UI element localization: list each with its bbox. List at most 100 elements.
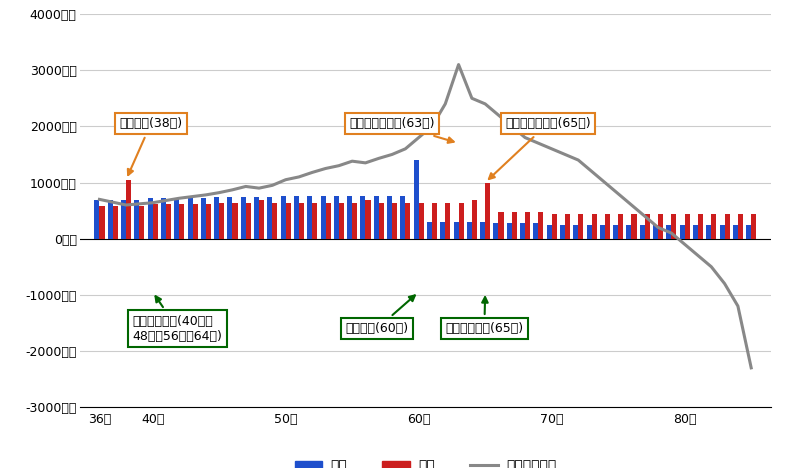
Bar [698, 214, 703, 239]
Bar [619, 214, 623, 239]
Bar [498, 212, 503, 239]
Bar [733, 225, 738, 239]
Bar [246, 203, 250, 239]
Bar [241, 197, 246, 239]
Bar [219, 203, 224, 239]
Bar [126, 180, 131, 239]
Bar [161, 198, 166, 239]
Bar [281, 196, 285, 239]
Bar [747, 225, 751, 239]
Bar [485, 183, 491, 239]
Bar [552, 214, 556, 239]
Bar [387, 196, 392, 239]
Bar [445, 203, 450, 239]
Bar [506, 223, 512, 239]
Bar [299, 203, 304, 239]
Bar [467, 222, 472, 239]
Bar [192, 204, 198, 239]
Bar [472, 200, 477, 239]
Bar [334, 196, 339, 239]
Bar [419, 203, 424, 239]
Bar [121, 200, 126, 239]
Bar [174, 198, 179, 239]
Bar [188, 198, 192, 239]
Bar [578, 214, 584, 239]
Bar [339, 203, 344, 239]
Bar [227, 197, 232, 239]
Bar [134, 200, 139, 239]
Bar [179, 204, 184, 239]
Bar [148, 198, 153, 239]
Bar [440, 222, 445, 239]
Bar [693, 225, 698, 239]
Bar [374, 196, 378, 239]
Bar [459, 203, 463, 239]
Bar [525, 212, 530, 239]
Bar [285, 203, 291, 239]
Bar [366, 200, 370, 239]
Bar [600, 225, 605, 239]
Text: 住宅ローン完済(63歳): 住宅ローン完済(63歳) [350, 117, 454, 143]
Bar [613, 225, 619, 239]
Legend: 収入, 支出, 金融資産残高: 収入, 支出, 金融資産残高 [289, 454, 561, 468]
Bar [166, 204, 171, 239]
Bar [719, 225, 724, 239]
Bar [378, 203, 384, 239]
Bar [672, 214, 677, 239]
Bar [565, 214, 570, 239]
Bar [139, 206, 145, 239]
Bar [684, 214, 690, 239]
Bar [294, 196, 299, 239]
Bar [680, 225, 684, 239]
Bar [712, 214, 716, 239]
Text: 住宅購入(38歳): 住宅購入(38歳) [119, 117, 183, 175]
Bar [626, 225, 631, 239]
Bar [453, 222, 459, 239]
Bar [153, 204, 157, 239]
Bar [724, 214, 730, 239]
Bar [631, 214, 637, 239]
Bar [605, 214, 610, 239]
Bar [432, 203, 437, 239]
Bar [347, 196, 352, 239]
Bar [214, 197, 219, 239]
Text: 定年退職(60歳): 定年退職(60歳) [346, 295, 415, 335]
Bar [587, 225, 591, 239]
Bar [307, 196, 312, 239]
Bar [113, 206, 118, 239]
Bar [480, 222, 485, 239]
Bar [320, 196, 326, 239]
Bar [658, 214, 663, 239]
Bar [520, 223, 525, 239]
Bar [312, 203, 317, 239]
Bar [512, 212, 517, 239]
Bar [99, 206, 104, 239]
Bar [95, 200, 99, 239]
Bar [401, 196, 405, 239]
Bar [413, 160, 419, 239]
Bar [666, 225, 672, 239]
Text: 年金受給開始(65歳): 年金受給開始(65歳) [445, 297, 523, 335]
Bar [738, 214, 743, 239]
Bar [547, 225, 552, 239]
Bar [392, 203, 398, 239]
Bar [254, 197, 259, 239]
Bar [201, 198, 206, 239]
Bar [352, 203, 357, 239]
Bar [427, 222, 432, 239]
Bar [706, 225, 712, 239]
Bar [560, 225, 565, 239]
Bar [573, 225, 578, 239]
Bar [326, 203, 331, 239]
Text: 車の買い替え(40歳、
48歳、56歳、64歳): 車の買い替え(40歳、 48歳、56歳、64歳) [133, 296, 223, 343]
Bar [232, 203, 238, 239]
Bar [267, 197, 273, 239]
Bar [533, 223, 538, 239]
Bar [107, 200, 113, 239]
Bar [653, 225, 658, 239]
Bar [591, 214, 596, 239]
Bar [494, 223, 498, 239]
Bar [538, 212, 544, 239]
Bar [206, 204, 211, 239]
Bar [360, 196, 366, 239]
